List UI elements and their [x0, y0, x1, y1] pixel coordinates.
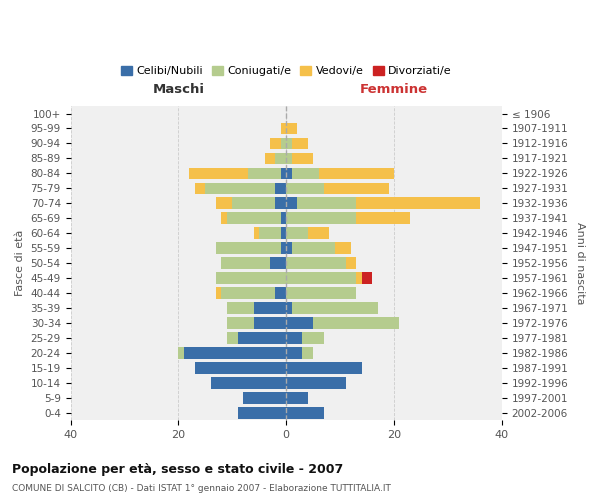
Bar [356, 212, 410, 224]
Y-axis label: Anni di nascita: Anni di nascita [575, 222, 585, 304]
Bar [184, 347, 286, 359]
Bar [292, 152, 313, 164]
Bar [232, 198, 275, 209]
Bar [211, 377, 286, 388]
Bar [281, 122, 286, 134]
Bar [227, 302, 254, 314]
Bar [221, 212, 227, 224]
Bar [362, 272, 373, 284]
Bar [281, 242, 286, 254]
Bar [292, 138, 308, 149]
Bar [292, 168, 319, 179]
Bar [286, 168, 292, 179]
Bar [346, 258, 356, 269]
Bar [281, 212, 286, 224]
Bar [286, 258, 346, 269]
Bar [205, 182, 275, 194]
Bar [227, 317, 254, 329]
Bar [254, 302, 286, 314]
Bar [308, 228, 329, 239]
Bar [194, 362, 286, 374]
Text: Maschi: Maschi [152, 82, 205, 96]
Bar [313, 317, 400, 329]
Bar [248, 168, 281, 179]
Bar [216, 288, 221, 299]
Bar [275, 198, 286, 209]
Bar [178, 347, 184, 359]
Bar [221, 288, 275, 299]
Text: COMUNE DI SALCITO (CB) - Dati ISTAT 1° gennaio 2007 - Elaborazione TUTTITALIA.IT: COMUNE DI SALCITO (CB) - Dati ISTAT 1° g… [12, 484, 391, 493]
Bar [243, 392, 286, 404]
Bar [227, 332, 238, 344]
Bar [302, 347, 313, 359]
Bar [286, 302, 292, 314]
Bar [286, 407, 324, 418]
Bar [286, 242, 292, 254]
Bar [227, 212, 281, 224]
Bar [265, 152, 275, 164]
Bar [254, 317, 286, 329]
Bar [286, 362, 362, 374]
Bar [275, 152, 286, 164]
Bar [275, 182, 286, 194]
Bar [286, 392, 308, 404]
Bar [221, 258, 270, 269]
Bar [286, 347, 302, 359]
Bar [286, 228, 308, 239]
Bar [216, 272, 286, 284]
Bar [275, 288, 286, 299]
Bar [319, 168, 394, 179]
Bar [238, 332, 286, 344]
Bar [286, 317, 313, 329]
Bar [286, 377, 346, 388]
Bar [286, 138, 292, 149]
Bar [286, 272, 356, 284]
Bar [286, 332, 302, 344]
Bar [297, 198, 356, 209]
Y-axis label: Fasce di età: Fasce di età [15, 230, 25, 296]
Bar [292, 302, 378, 314]
Bar [302, 332, 324, 344]
Bar [286, 198, 297, 209]
Bar [335, 242, 351, 254]
Bar [216, 198, 232, 209]
Text: Popolazione per età, sesso e stato civile - 2007: Popolazione per età, sesso e stato civil… [12, 462, 343, 475]
Bar [270, 138, 281, 149]
Bar [189, 168, 248, 179]
Bar [356, 198, 480, 209]
Bar [286, 122, 297, 134]
Bar [281, 228, 286, 239]
Bar [238, 407, 286, 418]
Bar [324, 182, 389, 194]
Bar [286, 212, 356, 224]
Bar [194, 182, 205, 194]
Text: Femmine: Femmine [360, 82, 428, 96]
Bar [270, 258, 286, 269]
Bar [281, 168, 286, 179]
Bar [259, 228, 281, 239]
Bar [254, 228, 259, 239]
Bar [281, 138, 286, 149]
Bar [292, 242, 335, 254]
Legend: Celibi/Nubili, Coniugati/e, Vedovi/e, Divorziati/e: Celibi/Nubili, Coniugati/e, Vedovi/e, Di… [116, 62, 456, 80]
Bar [216, 242, 281, 254]
Bar [286, 152, 292, 164]
Bar [356, 272, 362, 284]
Bar [286, 182, 324, 194]
Bar [286, 288, 356, 299]
